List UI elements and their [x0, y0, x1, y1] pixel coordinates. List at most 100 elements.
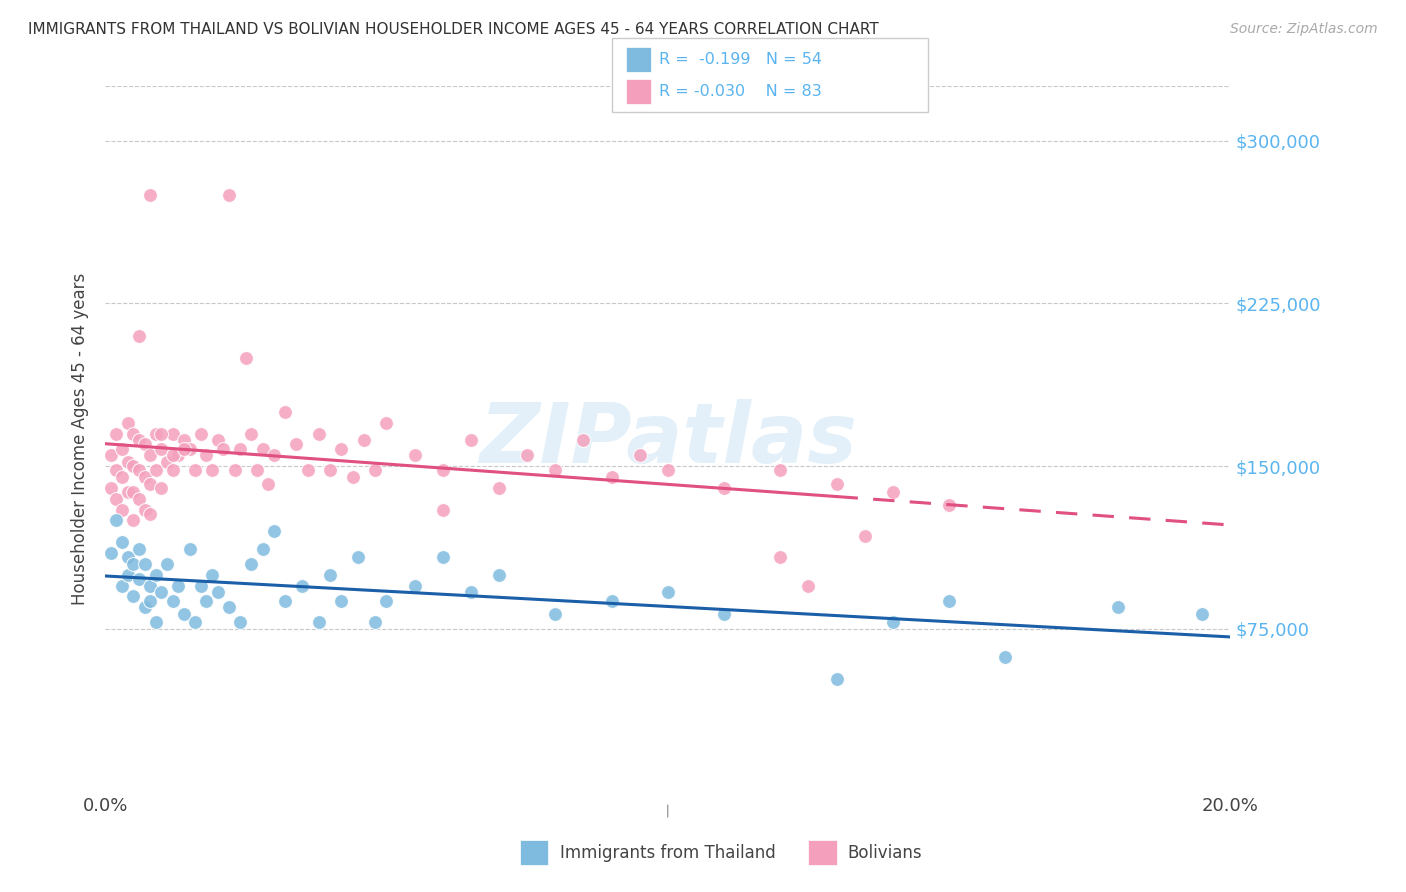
Point	[162, 593, 184, 607]
Point	[190, 578, 212, 592]
Point	[139, 578, 162, 592]
Point	[190, 426, 212, 441]
Point	[572, 433, 595, 447]
Point	[825, 476, 848, 491]
Point	[252, 541, 274, 556]
Point	[128, 541, 150, 556]
Point	[162, 426, 184, 441]
Point	[139, 507, 162, 521]
Point	[252, 442, 274, 456]
Point	[240, 426, 263, 441]
Point	[179, 442, 201, 456]
Point	[201, 463, 224, 477]
Point	[134, 600, 156, 615]
Point	[285, 437, 308, 451]
Point	[128, 491, 150, 506]
Point	[184, 615, 207, 630]
Point	[240, 557, 263, 571]
Point	[600, 470, 623, 484]
Point	[162, 463, 184, 477]
Point	[207, 585, 229, 599]
Point	[274, 405, 297, 419]
Point	[246, 463, 269, 477]
Point	[229, 615, 252, 630]
Point	[139, 593, 162, 607]
Point	[195, 593, 218, 607]
Point	[111, 502, 134, 516]
Point	[122, 485, 145, 500]
Point	[516, 448, 538, 462]
Point	[297, 463, 319, 477]
Point	[122, 557, 145, 571]
Point	[330, 593, 353, 607]
Point	[145, 615, 167, 630]
Point	[117, 416, 139, 430]
Point	[825, 672, 848, 686]
Point	[184, 463, 207, 477]
Point	[117, 550, 139, 565]
Point	[117, 455, 139, 469]
Point	[797, 578, 820, 592]
Point	[167, 578, 190, 592]
Point	[105, 513, 128, 527]
Point	[201, 567, 224, 582]
Text: Bolivians: Bolivians	[848, 844, 922, 862]
Point	[769, 463, 792, 477]
Point	[111, 442, 134, 456]
Point	[100, 448, 122, 462]
Point	[224, 463, 246, 477]
Point	[432, 550, 454, 565]
Point	[938, 498, 960, 512]
Point	[156, 455, 179, 469]
Point	[212, 442, 235, 456]
Point	[713, 481, 735, 495]
Point	[139, 448, 162, 462]
Text: R =  -0.199   N = 54: R = -0.199 N = 54	[659, 53, 823, 67]
Point	[263, 524, 285, 539]
Point	[544, 607, 567, 621]
Point	[1191, 607, 1213, 621]
Point	[105, 491, 128, 506]
Point	[122, 590, 145, 604]
Point	[150, 426, 173, 441]
Text: ZIPatlas: ZIPatlas	[479, 399, 856, 480]
Point	[994, 650, 1017, 665]
Text: Source: ZipAtlas.com: Source: ZipAtlas.com	[1230, 22, 1378, 37]
Point	[404, 578, 426, 592]
Point	[100, 546, 122, 560]
Point	[150, 481, 173, 495]
Point	[134, 557, 156, 571]
Text: IMMIGRANTS FROM THAILAND VS BOLIVIAN HOUSEHOLDER INCOME AGES 45 - 64 YEARS CORRE: IMMIGRANTS FROM THAILAND VS BOLIVIAN HOU…	[28, 22, 879, 37]
Point	[657, 585, 679, 599]
Point	[117, 485, 139, 500]
Point	[330, 442, 353, 456]
Point	[347, 550, 370, 565]
Point	[122, 513, 145, 527]
Point	[488, 481, 510, 495]
Point	[657, 463, 679, 477]
Point	[308, 426, 330, 441]
Point	[364, 615, 387, 630]
Point	[134, 470, 156, 484]
Point	[111, 535, 134, 549]
Point	[117, 567, 139, 582]
Point	[375, 416, 398, 430]
Point	[195, 448, 218, 462]
Point	[274, 593, 297, 607]
Point	[128, 572, 150, 586]
Point	[432, 463, 454, 477]
Point	[150, 442, 173, 456]
Point	[364, 463, 387, 477]
Point	[128, 433, 150, 447]
Point	[167, 448, 190, 462]
Point	[319, 567, 342, 582]
Point	[207, 433, 229, 447]
Point	[218, 187, 240, 202]
Point	[128, 329, 150, 343]
Point	[544, 463, 567, 477]
Point	[628, 448, 651, 462]
Point	[342, 470, 364, 484]
Text: R = -0.030    N = 83: R = -0.030 N = 83	[659, 85, 823, 99]
Point	[111, 578, 134, 592]
Point	[145, 567, 167, 582]
